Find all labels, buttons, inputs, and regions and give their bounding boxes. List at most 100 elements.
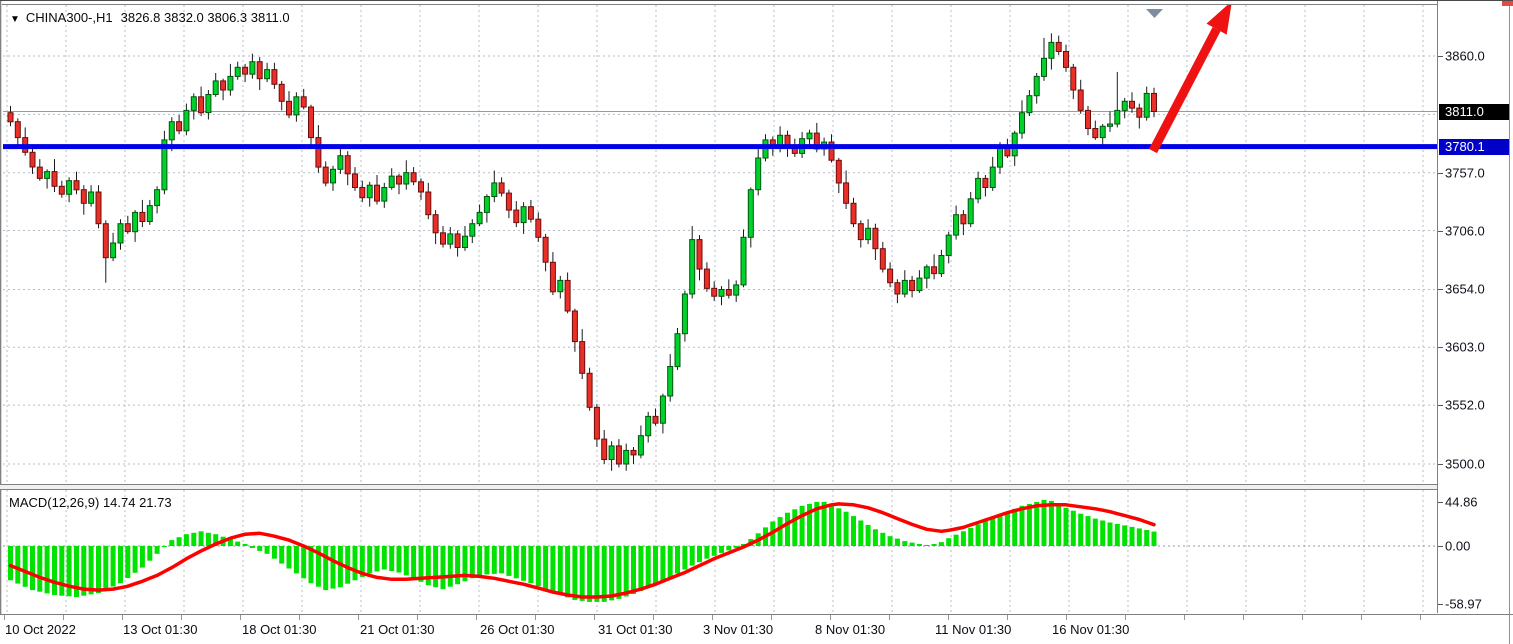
- bear-candle: [396, 175, 402, 185]
- macd-histogram-bar: [829, 504, 834, 546]
- bull-candle: [1041, 57, 1047, 77]
- bear-candle: [58, 185, 65, 195]
- chart-shift-marker-icon[interactable]: [1146, 9, 1163, 18]
- macd-histogram-bar: [851, 516, 856, 546]
- macd-histogram-bar: [931, 544, 937, 546]
- bear-candle: [220, 80, 227, 91]
- macd-tick-label: 0.00: [1445, 538, 1471, 554]
- bear-candle: [7, 112, 14, 123]
- macd-indicator-pane[interactable]: [3, 490, 1437, 613]
- macd-histogram-bar: [572, 546, 578, 600]
- macd-histogram-bar: [902, 541, 908, 546]
- pane-separator[interactable]: [0, 484, 1440, 490]
- bear-candle: [80, 189, 87, 204]
- bear-candle: [139, 211, 146, 222]
- price-axis[interactable]: 3811.0 3780.1 3860.0 3757.0 3706.0 3654.0 36…: [1437, 1, 1510, 613]
- macd-histogram-bar: [711, 546, 717, 556]
- macd-histogram-bar: [15, 546, 21, 584]
- macd-histogram-bar: [697, 546, 702, 563]
- support-line-price-badge: 3780.1: [1439, 138, 1509, 155]
- macd-tick-label: -58.97: [1445, 596, 1482, 612]
- trend-arrow-head-icon[interactable]: [1206, 5, 1233, 35]
- macd-histogram-bar: [37, 546, 43, 592]
- bear-candle: [300, 96, 307, 108]
- macd-histogram-bar: [88, 546, 94, 595]
- macd-histogram-bar: [96, 546, 101, 593]
- time-tick-label: 10 Oct 2022: [5, 622, 76, 637]
- time-tick-mark: [4, 615, 5, 620]
- bull-candle: [1019, 112, 1025, 134]
- bull-candle: [469, 223, 476, 237]
- macd-histogram-bar: [381, 546, 387, 570]
- macd-histogram-bar: [8, 546, 13, 581]
- macd-histogram-bar: [880, 532, 886, 546]
- bear-candle: [527, 206, 534, 220]
- macd-histogram-bar: [249, 546, 255, 548]
- macd-histogram-bar: [315, 546, 321, 587]
- bear-candle: [1092, 128, 1099, 139]
- bull-candle: [1143, 92, 1150, 118]
- time-tick-mark: [948, 615, 949, 620]
- macd-histogram-bar: [227, 539, 233, 546]
- macd-histogram-bar: [191, 532, 197, 546]
- macd-histogram-bar: [872, 529, 878, 546]
- trend-arrow-shaft[interactable]: [1149, 27, 1221, 154]
- bull-candle: [945, 234, 952, 257]
- support-line[interactable]: [3, 144, 1437, 150]
- macd-histogram-bar: [645, 546, 651, 589]
- bull-candle: [462, 235, 468, 248]
- bear-candle: [549, 261, 556, 293]
- time-tick-mark: [1243, 615, 1244, 620]
- bull-candle: [938, 255, 945, 275]
- time-tick-mark: [181, 615, 182, 620]
- bull-candle: [293, 96, 300, 116]
- time-tick-label: 31 Oct 01:30: [598, 622, 673, 637]
- macd-histogram-bar: [938, 542, 944, 546]
- macd-histogram-bar: [799, 505, 805, 546]
- bear-candle: [359, 187, 366, 199]
- macd-histogram-bar: [1100, 520, 1106, 546]
- macd-histogram-bar: [982, 521, 988, 546]
- bear-candle: [696, 239, 703, 270]
- macd-histogram-bar: [535, 546, 541, 587]
- bull-candle: [476, 211, 483, 225]
- macd-canvas[interactable]: [3, 490, 1437, 613]
- bear-candle: [982, 177, 989, 188]
- macd-histogram-bar: [330, 546, 336, 589]
- bull-candle: [1121, 100, 1128, 111]
- bear-candle: [828, 141, 835, 161]
- bear-candle: [1085, 109, 1091, 130]
- macd-histogram-bar: [161, 546, 167, 547]
- symbol-dropdown-icon[interactable]: ▼: [10, 14, 20, 25]
- bull-candle: [916, 277, 923, 292]
- macd-histogram-bar: [843, 511, 849, 546]
- macd-histogram-bar: [587, 546, 593, 602]
- macd-histogram-bar: [147, 546, 153, 561]
- macd-histogram-bar: [433, 546, 439, 588]
- bull-candle: [212, 80, 219, 96]
- main-chart-pane[interactable]: [3, 5, 1437, 484]
- macd-histogram-bar: [286, 546, 292, 569]
- bull-candle: [975, 177, 982, 200]
- price-tick-label: 3552.0: [1445, 397, 1485, 413]
- bear-candle: [894, 282, 901, 295]
- current-price-badge: 3811.0: [1439, 103, 1509, 120]
- macd-name: MACD(12,26,9): [9, 495, 100, 510]
- macd-histogram-bar: [623, 546, 629, 597]
- main-chart-canvas[interactable]: [3, 5, 1437, 484]
- bull-candle: [234, 66, 241, 77]
- time-tick-label: 16 Nov 01:30: [1052, 622, 1130, 637]
- bear-candle: [1151, 92, 1157, 113]
- macd-histogram-bar: [213, 534, 219, 546]
- top-right-red-mark: [1502, 1, 1513, 6]
- macd-histogram-bar: [22, 546, 28, 587]
- time-axis[interactable]: 10 Oct 2022 13 Oct 01:30 18 Oct 01:30 21 Oc…: [0, 614, 1513, 644]
- bear-candle: [579, 341, 586, 374]
- bear-candle: [102, 223, 109, 259]
- bear-candle: [850, 202, 857, 225]
- bull-candle: [667, 366, 674, 397]
- macd-histogram-bar: [521, 546, 527, 581]
- macd-indicator-label: MACD(12,26,9) 14.74 21.73: [9, 495, 172, 510]
- macd-histogram-bar: [667, 546, 673, 578]
- macd-histogram-bar: [1056, 503, 1062, 546]
